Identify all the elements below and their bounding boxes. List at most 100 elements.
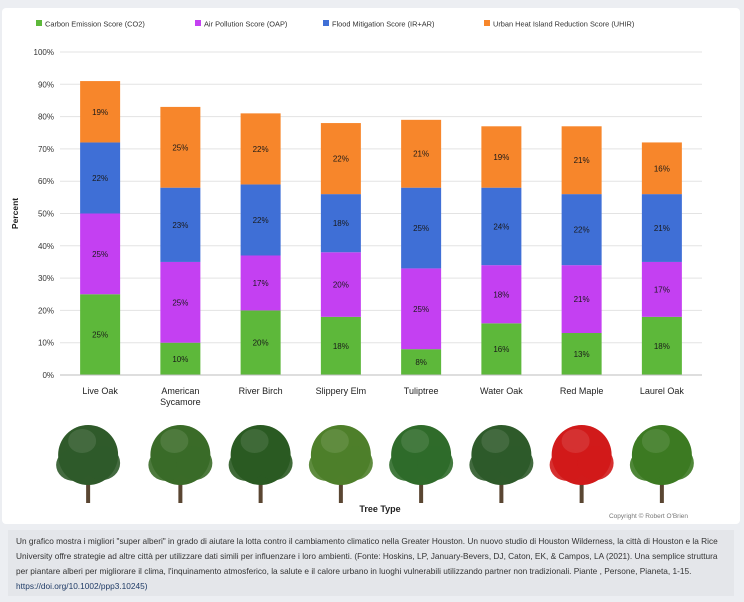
y-tick-label: 100% (34, 48, 54, 57)
bar-segment (401, 268, 442, 350)
bar-segment (641, 261, 682, 317)
x-tick-label: Live Oak (82, 386, 118, 396)
bar-segment (160, 342, 201, 375)
x-tick-label: Red Maple (560, 386, 604, 396)
data-label: 25% (92, 331, 108, 340)
data-label: 25% (413, 305, 429, 314)
bar-segment (320, 316, 361, 375)
data-label: 25% (92, 250, 108, 259)
figure-caption: Un grafico mostra i migliori "super albe… (8, 530, 734, 596)
tree-icon (469, 425, 534, 503)
tree-icon (148, 425, 213, 503)
bar-segment (80, 213, 121, 295)
data-label: 19% (92, 108, 108, 117)
data-label: 21% (574, 295, 590, 304)
x-tick-label: Tuliptree (404, 386, 439, 396)
legend-swatch (484, 20, 490, 26)
data-label: 17% (253, 279, 269, 288)
bar-segment (481, 323, 522, 375)
y-tick-label: 60% (38, 177, 54, 186)
x-tick-label: Sycamore (160, 397, 201, 407)
data-label: 16% (654, 164, 670, 173)
red-maple-tree-icon (549, 425, 614, 503)
data-label: 25% (413, 224, 429, 233)
data-label: 21% (654, 224, 670, 233)
data-label: 24% (493, 222, 509, 231)
y-tick-label: 0% (42, 371, 54, 380)
data-label: 22% (92, 174, 108, 183)
data-label: 13% (574, 350, 590, 359)
data-label: 22% (333, 155, 349, 164)
bar-segment (80, 294, 121, 375)
data-label: 16% (493, 345, 509, 354)
x-tick-label: Laurel Oak (640, 386, 685, 396)
data-label: 18% (654, 342, 670, 351)
bar-segment (561, 333, 602, 375)
caption-text: Un grafico mostra i migliori "super albe… (16, 536, 718, 576)
y-tick-label: 70% (38, 145, 54, 154)
bar-segment (240, 184, 281, 256)
stacked-bar-chart: Carbon Emission Score (CO2) Air Pollution… (10, 20, 702, 520)
y-tick-label: 40% (38, 242, 54, 251)
bar-segment (240, 310, 281, 375)
tree-icon (389, 425, 454, 503)
chart-card: Carbon Emission Score (CO2) Air Pollution… (2, 8, 740, 524)
data-label: 22% (253, 145, 269, 154)
data-label: 25% (172, 143, 188, 152)
data-label: 8% (415, 358, 427, 367)
x-tick-label: Slippery Elm (316, 386, 367, 396)
tree-icon (228, 425, 293, 503)
y-tick-label: 50% (38, 210, 54, 219)
data-label: 20% (333, 281, 349, 290)
data-label: 18% (333, 219, 349, 228)
bar-segment (481, 187, 522, 266)
data-label: 18% (333, 342, 349, 351)
data-label: 10% (172, 355, 188, 364)
legend-swatch (36, 20, 42, 26)
bar-segment (160, 187, 201, 262)
y-tick-label: 30% (38, 274, 54, 283)
tree-icon (308, 425, 373, 503)
x-tick-label: River Birch (239, 386, 283, 396)
bar-segment (80, 142, 121, 214)
y-tick-label: 90% (38, 80, 54, 89)
bar-segment (320, 123, 361, 195)
legend-label: Air Pollution Score (OAP) (204, 20, 287, 29)
bar-segment (401, 187, 442, 269)
x-tick-label: American (161, 386, 199, 396)
bar-segment (160, 106, 201, 188)
data-label: 23% (172, 221, 188, 230)
bar-segment (80, 81, 121, 143)
bar-segment (561, 194, 602, 266)
data-label: 18% (493, 290, 509, 299)
bar-segment (240, 255, 281, 311)
bar-segment (401, 349, 442, 375)
data-label: 21% (413, 150, 429, 159)
y-tick-label: 80% (38, 113, 54, 122)
tree-icon (629, 425, 694, 503)
x-axis-title: Tree Type (359, 504, 400, 514)
data-label: 21% (574, 156, 590, 165)
bar-segment (320, 252, 361, 317)
bar-segment (641, 142, 682, 195)
caption-doi-link[interactable]: https://doi.org/10.1002/ppp3.10245) (16, 581, 148, 591)
bar-segment (561, 126, 602, 195)
data-label: 22% (253, 216, 269, 225)
bar-segment (240, 113, 281, 185)
data-label: 22% (574, 226, 590, 235)
data-label: 17% (654, 285, 670, 294)
bar-segment (401, 119, 442, 188)
y-tick-label: 10% (38, 339, 54, 348)
x-tick-label: Water Oak (480, 386, 523, 396)
bar-segment (561, 265, 602, 334)
copyright-text: Copyright © Robert O'Brien (609, 512, 688, 520)
data-label: 25% (172, 298, 188, 307)
bar-segment (641, 194, 682, 262)
legend-label: Flood Mitigation Score (IR+AR) (332, 20, 434, 29)
legend-label: Carbon Emission Score (CO2) (45, 20, 145, 29)
y-tick-label: 20% (38, 306, 54, 315)
tree-icon (56, 425, 121, 503)
legend-label: Urban Heat Island Reduction Score (UHIR) (493, 20, 634, 29)
legend-swatch (195, 20, 201, 26)
bar-segment (641, 316, 682, 375)
